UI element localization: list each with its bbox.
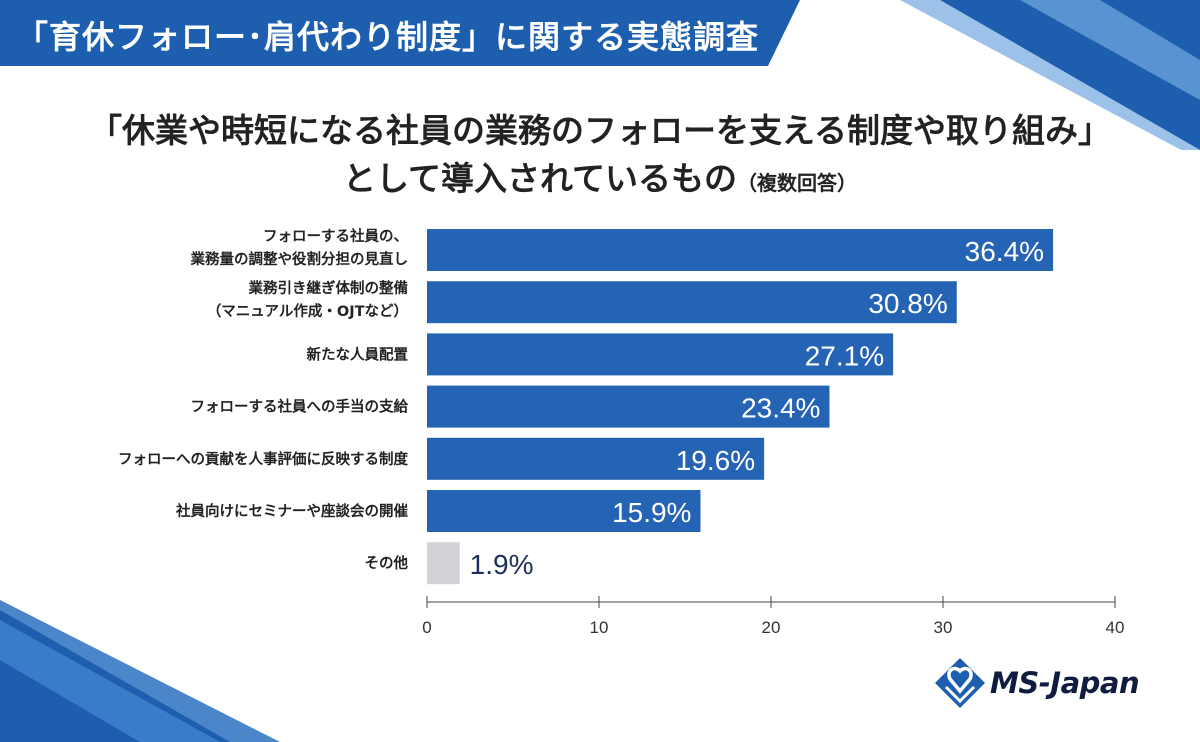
chart-title-main: として導入されているもの [342, 159, 738, 198]
data-label: 19.6% [676, 445, 755, 476]
data-label: 36.4% [965, 236, 1044, 267]
bar [427, 281, 957, 324]
bar [427, 490, 701, 532]
category-label: フォローする社員の、 [263, 227, 408, 245]
data-label: 15.9% [612, 497, 691, 528]
x-tick-label: 30 [934, 618, 953, 637]
category-label: フォローする社員への手当の支給 [191, 398, 409, 416]
bar [427, 385, 830, 428]
header-title: 「育休フォロー･肩代わり制度」に関する実態調査 [16, 18, 760, 56]
x-tick-label: 20 [762, 618, 781, 637]
x-tick-label: 0 [422, 618, 431, 637]
header-banner [0, 0, 800, 66]
chart-title-note: （複数回答） [737, 171, 858, 195]
bar [427, 229, 1054, 271]
ms-japan-logo-icon [935, 658, 985, 708]
bar [427, 542, 460, 585]
category-label: 新たな人員配置 [307, 345, 409, 363]
top-right-decoration [900, 0, 1200, 150]
data-label: 1.9% [470, 549, 534, 580]
x-tick-label: 40 [1106, 618, 1125, 637]
x-tick-label: 10 [590, 618, 609, 637]
category-label: 社員向けにセミナーや座談会の開催 [175, 502, 408, 520]
category-label: フォローへの貢献を人事評価に反映する制度 [118, 450, 408, 468]
category-label: 業務引き継ぎ体制の整備 [248, 279, 409, 297]
category-label: （マニュアル作成・OJTなど） [207, 302, 408, 320]
data-label: 23.4% [741, 393, 820, 424]
bottom-left-decoration [0, 600, 280, 742]
bar [427, 437, 765, 480]
bar [427, 333, 894, 376]
chart-title-line1: 「休業や時短になる社員の業務のフォローを支える制度や取り組み」 [88, 111, 1111, 150]
chart-title-line2: として導入されているもの（複数回答） [0, 152, 1200, 200]
data-label: 30.8% [868, 288, 947, 319]
category-label: その他 [365, 554, 409, 572]
data-label: 27.1% [805, 340, 884, 371]
category-label: 業務量の調整や役割分担の見直し [190, 250, 409, 268]
logo-text: MS-Japan [990, 666, 1140, 700]
